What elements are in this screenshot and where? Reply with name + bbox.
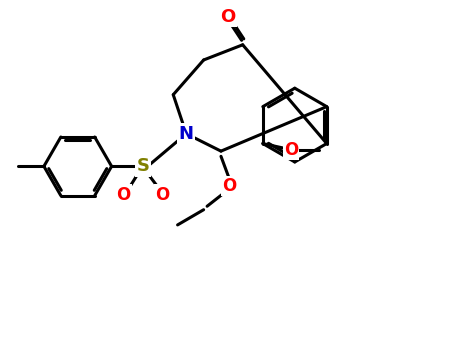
Text: O: O <box>222 177 237 195</box>
Text: O: O <box>116 186 131 204</box>
Text: N: N <box>179 125 194 143</box>
Text: O: O <box>284 141 298 159</box>
Text: S: S <box>136 157 149 175</box>
Text: O: O <box>155 186 170 204</box>
Text: O: O <box>220 8 235 26</box>
